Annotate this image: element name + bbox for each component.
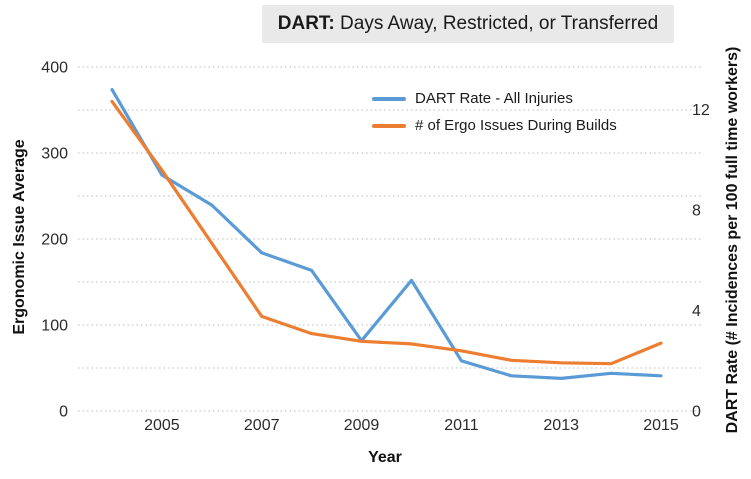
ergo-line-swatch — [372, 123, 406, 128]
left-axis-tick-label: 400 — [41, 60, 68, 77]
x-axis-title: Year — [368, 449, 402, 466]
dart-line-swatch — [372, 96, 406, 101]
ergo-issues-line — [110, 99, 663, 366]
right-axis-tick-label: 0 — [692, 404, 701, 421]
legend-item-ergo-issues: # of Ergo Issues During Builds — [372, 112, 617, 139]
right-axis-tick-label: 12 — [692, 102, 710, 119]
x-axis-tick-label: 2007 — [244, 417, 280, 434]
left-axis-tick-label: 200 — [41, 232, 68, 249]
right-axis-tick-label: 4 — [692, 303, 701, 320]
chart-title: DART: Days Away, Restricted, or Transfer… — [262, 5, 674, 43]
legend-label-dart-rate: DART Rate - All Injuries — [415, 90, 573, 107]
right-axis-tick-label: 8 — [692, 203, 701, 220]
left-axis-tick-label: 100 — [41, 318, 68, 335]
x-axis-tick-label: 2005 — [144, 417, 180, 434]
left-axis-tick-label: 0 — [59, 404, 68, 421]
chart-title-emphasis: DART: — [277, 13, 335, 34]
x-axis-tick-label: 2013 — [543, 417, 579, 434]
dart-rate-line — [110, 87, 663, 380]
chart-title-text: Days Away, Restricted, or Transferred — [334, 13, 659, 34]
right-axis-title: DART Rate (# Incidences per 100 full tim… — [724, 46, 741, 434]
legend-label-ergo-issues: # of Ergo Issues During Builds — [415, 117, 617, 134]
legend-item-dart-rate: DART Rate - All Injuries — [372, 85, 617, 112]
legend: DART Rate - All Injuries # of Ergo Issue… — [372, 85, 617, 139]
left-axis-title: Ergonomic Issue Average — [11, 139, 28, 335]
left-axis-tick-label: 300 — [41, 146, 68, 163]
x-axis-tick-label: 2015 — [643, 417, 679, 434]
x-axis-tick-label: 2009 — [344, 417, 380, 434]
x-axis-tick-label: 2011 — [444, 417, 479, 434]
